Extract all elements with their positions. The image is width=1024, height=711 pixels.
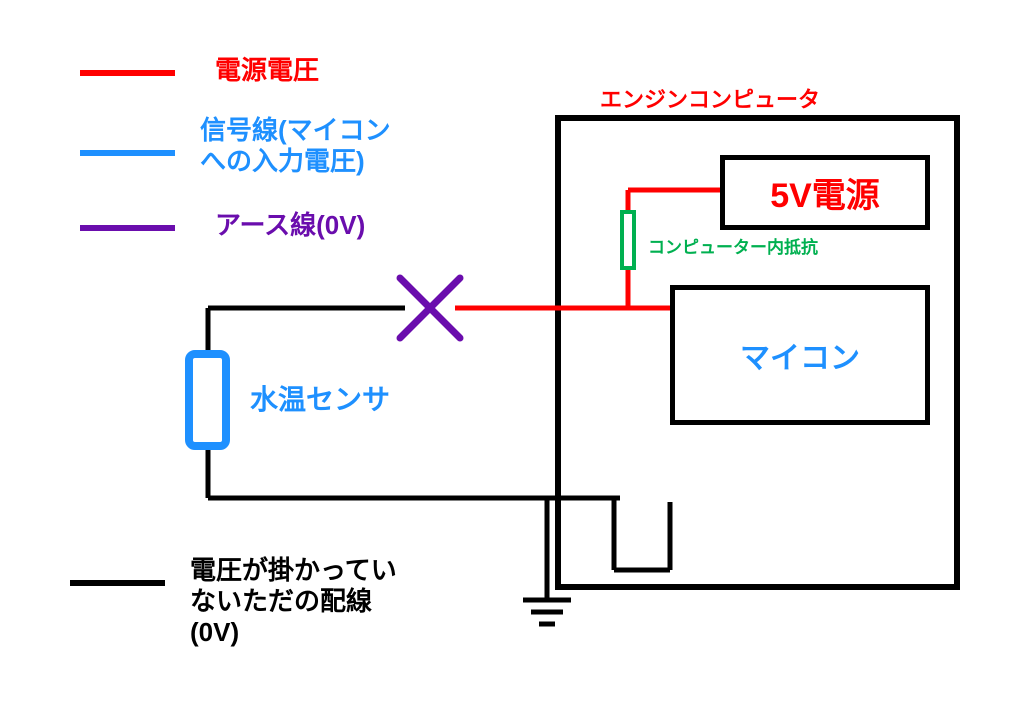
resistor (620, 210, 636, 270)
legend-power-line (80, 70, 175, 76)
resistor-label: コンピューター内抵抗 (648, 233, 818, 258)
sensor-label: 水温センサ (250, 378, 390, 418)
x-mark-1 (400, 278, 460, 338)
mcu-box: マイコン (670, 285, 930, 425)
legend-signal-line (80, 150, 175, 156)
power-box-label: 5V電源 (770, 168, 880, 217)
power-box: 5V電源 (720, 155, 930, 230)
legend-ground-label: アース線(0V) (215, 210, 365, 241)
sensor (185, 350, 230, 450)
legend-signal-label: 信号線(マイコン への入力電圧) (200, 115, 391, 177)
legend-power-label: 電源電圧 (215, 55, 319, 86)
mcu-box-label: マイコン (740, 333, 860, 377)
legend-wire-line (70, 580, 165, 586)
ecu-title: エンジンコンピュータ (600, 82, 820, 114)
legend-wire-label: 電圧が掛かってい ないただの配線 (0V) (190, 555, 397, 649)
diagram-stage: 電源電圧 信号線(マイコン への入力電圧) アース線(0V) 電圧が掛かってい … (0, 0, 1024, 711)
x-mark-2 (400, 278, 460, 338)
legend-ground-line (80, 225, 175, 231)
